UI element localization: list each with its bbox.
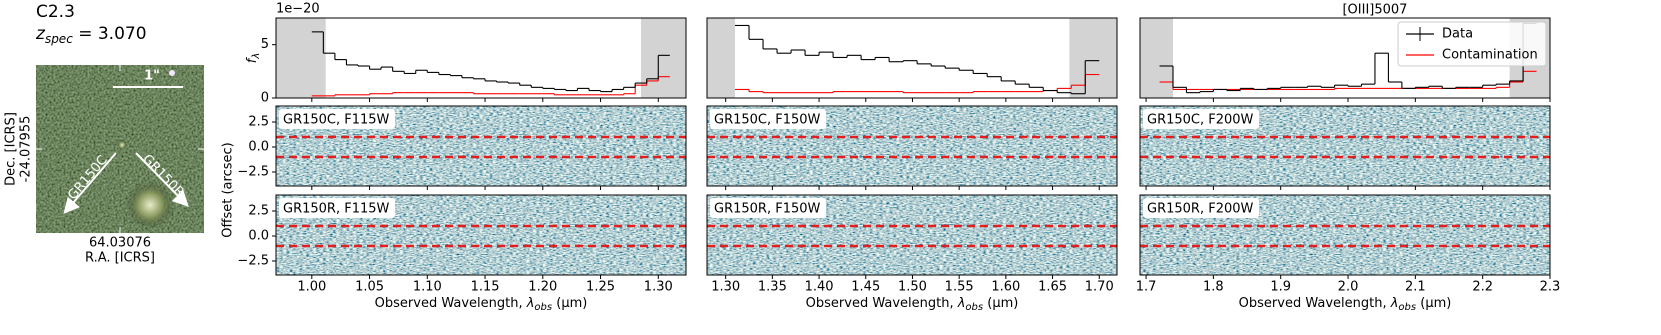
x-tick-label: 1.10 [413, 280, 442, 295]
label-box [1143, 198, 1259, 218]
x-tick-label: 1.15 [471, 280, 500, 295]
galaxy [126, 181, 174, 229]
legend-box [1397, 21, 1547, 67]
masked-region [276, 18, 326, 98]
y-label-subscript: λ [251, 53, 262, 60]
x-tick-label: 1.30 [711, 280, 740, 295]
star [169, 70, 175, 76]
x-axis-label: Observed Wavelength, λobs (μm) [375, 296, 588, 314]
legend-label: Contamination [1442, 48, 1538, 63]
x-tick-label: 2.0 [1338, 280, 1359, 295]
x-tick-label: 1.25 [586, 280, 615, 295]
x-label-text: Observed Wavelength, [1239, 296, 1391, 311]
x-tick-label: 1.35 [758, 280, 787, 295]
x-tick-label: 1.70 [1085, 280, 1114, 295]
redshift: zspec = 3.070 [35, 24, 147, 46]
axes-frame [275, 17, 687, 99]
spectrum-2d-label: GR150R, F200W [1147, 202, 1254, 217]
dec-label: Dec. [ICRS] [4, 112, 19, 186]
ra-label: R.A. [ICRS] [85, 251, 155, 266]
x-tick-label: 1.9 [1270, 280, 1291, 295]
x-label-unit: (μm) [1416, 296, 1451, 311]
label-box [1143, 109, 1259, 129]
x-label-symbol: λ [957, 296, 966, 311]
y-tick-label: 2.5 [248, 204, 269, 219]
x-tick-label: 1.20 [528, 280, 557, 295]
x-tick-label: 1.40 [805, 280, 834, 295]
x-tick-label: 1.05 [355, 280, 384, 295]
x-axis-label: Observed Wavelength, λobs (μm) [1239, 296, 1452, 314]
x-label-subscript: obs [534, 302, 552, 313]
axes-frame [275, 105, 687, 187]
annotation: [OIII]5007 [1342, 3, 1407, 18]
x-tick-label: 2.1 [1405, 280, 1426, 295]
galaxy [117, 140, 127, 150]
object-id: C2.3 [36, 2, 75, 22]
scale-label: 1" [144, 69, 160, 84]
y-axis-label: fλ [245, 53, 263, 64]
legend-label: Data [1442, 27, 1473, 42]
x-tick-label: 1.55 [945, 280, 974, 295]
label-box [710, 109, 826, 129]
x-tick-label: 1.30 [644, 280, 673, 295]
masked-region [1140, 18, 1173, 98]
axes-frame [1139, 105, 1551, 187]
y-tick-label: 5 [261, 37, 269, 52]
axes-frame [1139, 194, 1551, 276]
y-tick-label: −2.5 [237, 165, 269, 180]
offset-label: Offset (arcsec) [221, 142, 236, 237]
x-label-symbol: λ [1390, 296, 1399, 311]
x-tick-label: 1.8 [1203, 280, 1224, 295]
axes-frame [1139, 17, 1551, 99]
spectrum-2d-label: GR150R, F115W [283, 202, 390, 217]
label-box [279, 198, 395, 218]
x-label-symbol: λ [526, 296, 535, 311]
x-label-text: Observed Wavelength, [806, 296, 958, 311]
axes-frame [706, 17, 1118, 99]
x-axis-label: Observed Wavelength, λobs (μm) [806, 296, 1019, 314]
masked-region [707, 18, 736, 98]
y-tick-label: 0.0 [248, 229, 269, 244]
x-tick-label: 1.7 [1136, 280, 1157, 295]
x-tick-label: 1.00 [297, 280, 326, 295]
x-label-subscript: obs [1398, 302, 1416, 313]
y-tick-label: 0 [261, 91, 269, 106]
spectrum-2d-label: GR150C, F150W [714, 113, 821, 128]
label-box [710, 198, 826, 218]
masked-region [1069, 18, 1117, 98]
y-tick-label: −2.5 [237, 254, 269, 269]
spectrum-2d-label: GR150C, F115W [283, 113, 390, 128]
y-tick-label: 2.5 [248, 115, 269, 130]
x-label-subscript: obs [965, 302, 983, 313]
spectrum-2d-label: GR150R, F150W [714, 202, 821, 217]
spectrum-2d-label: GR150C, F200W [1147, 113, 1254, 128]
label-box [279, 109, 395, 129]
ra-value: 64.03076 [89, 236, 151, 251]
x-tick-label: 1.45 [851, 280, 880, 295]
x-tick-label: 1.65 [1038, 280, 1067, 295]
y-label-symbol: f [245, 56, 260, 63]
x-label-text: Observed Wavelength, [375, 296, 527, 311]
axes-frame [275, 194, 687, 276]
dec-value: -24.07955 [19, 116, 34, 183]
x-label-unit: (μm) [552, 296, 587, 311]
x-tick-label: 1.50 [898, 280, 927, 295]
y-tick-label: 0.0 [248, 140, 269, 155]
x-tick-label: 1.60 [991, 280, 1020, 295]
masked-region [640, 18, 686, 98]
x-tick-label: 2.2 [1472, 280, 1493, 295]
x-tick-label: 2.3 [1540, 280, 1561, 295]
grism-arrow [63, 152, 117, 215]
x-label-unit: (μm) [983, 296, 1018, 311]
grism-arrow [135, 152, 189, 207]
y-offset-label: 1e−20 [276, 2, 320, 17]
